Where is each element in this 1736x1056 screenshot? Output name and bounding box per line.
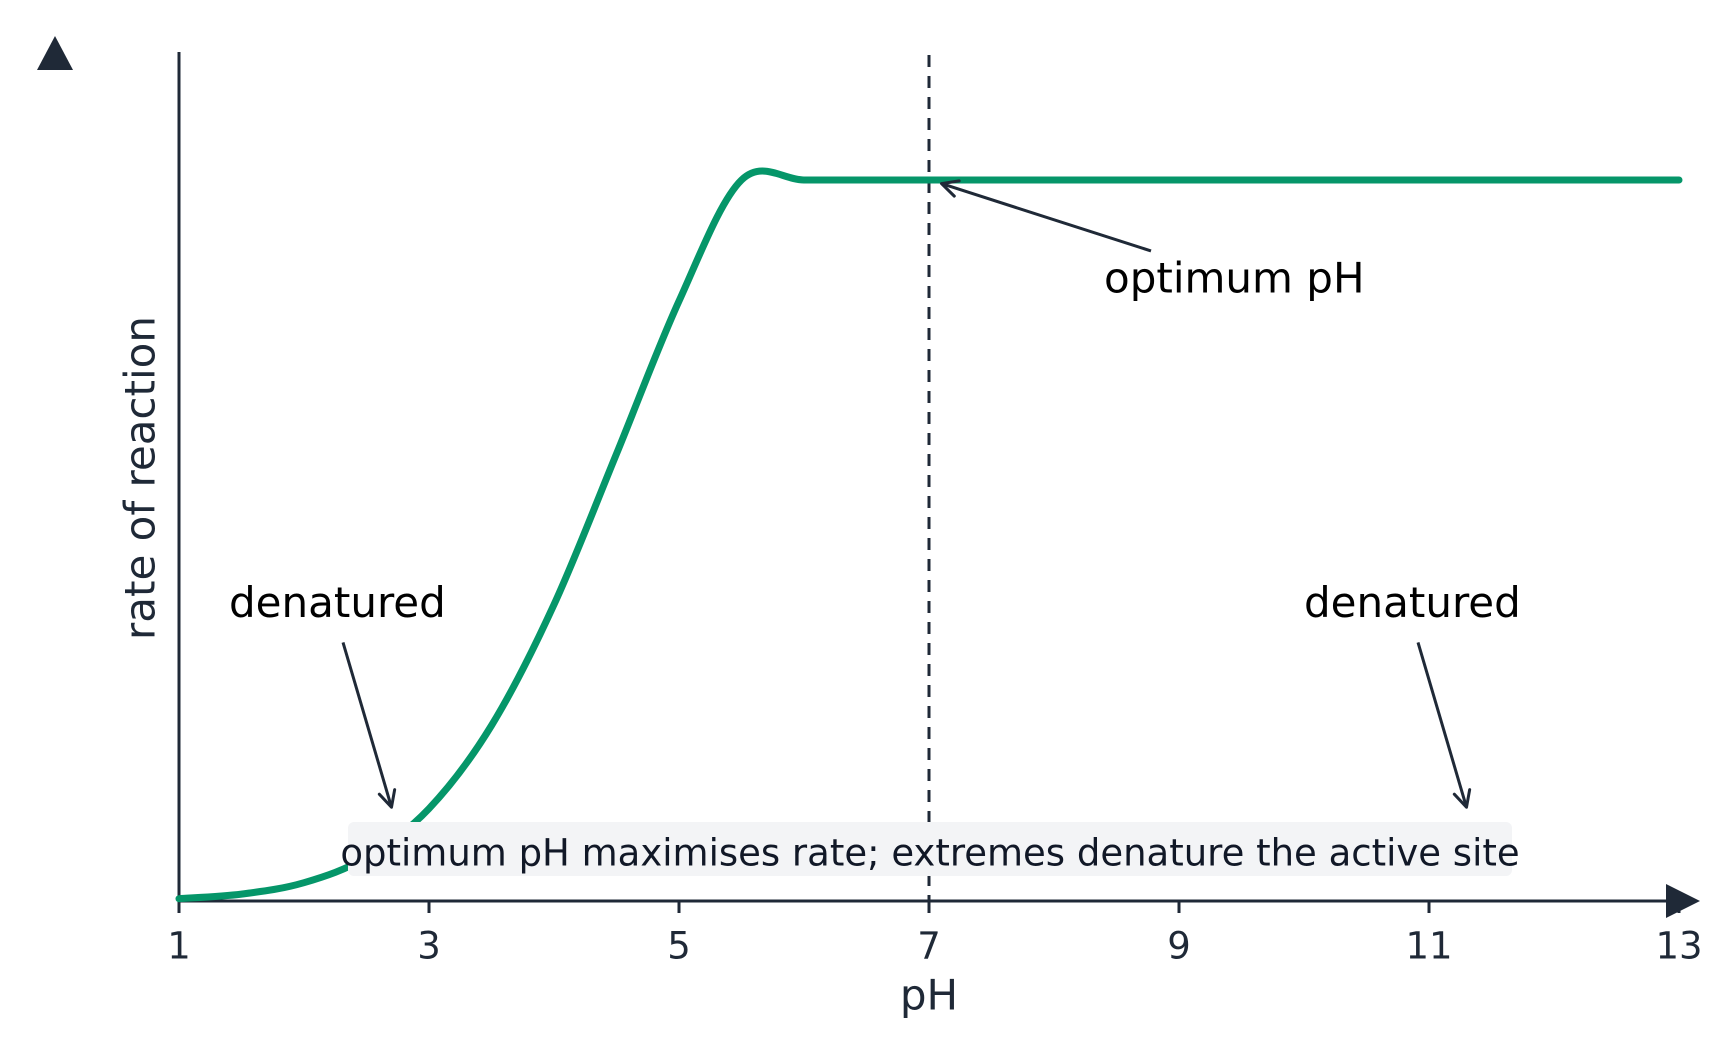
- y-axis-arrowhead: [37, 36, 73, 70]
- x-axis-title: pH: [900, 971, 958, 1020]
- x-tick-label: 3: [417, 925, 441, 968]
- annotation-arrow-optimum: [940, 179, 1152, 253]
- annotation-denatured-left: denatured: [229, 578, 446, 627]
- x-tick-label: 5: [667, 925, 691, 968]
- y-axis-title: rate of reaction: [116, 316, 165, 640]
- annotation-arrow-denatured-left: [341, 641, 397, 809]
- x-tick-label: 11: [1405, 925, 1452, 968]
- annotation-denatured-right: denatured: [1304, 578, 1521, 627]
- annotation-optimum: optimum pH: [1104, 253, 1365, 302]
- x-tick-label: 7: [917, 925, 941, 968]
- annotations: optimum pH denatured denatured: [229, 179, 1521, 809]
- x-tick-label: 13: [1655, 925, 1702, 968]
- x-ticks: 1 3 5 7 9 11 13: [167, 901, 1703, 968]
- series-line-rate: [175, 167, 1683, 903]
- x-axis-arrowhead: [1666, 884, 1700, 918]
- caption: optimum pH maximises rate; extremes dena…: [340, 832, 1519, 875]
- caption-background: [348, 822, 1512, 876]
- annotation-arrow-denatured-right: [1416, 641, 1472, 809]
- x-tick-label: 9: [1167, 925, 1191, 968]
- x-tick-label: 1: [167, 925, 191, 968]
